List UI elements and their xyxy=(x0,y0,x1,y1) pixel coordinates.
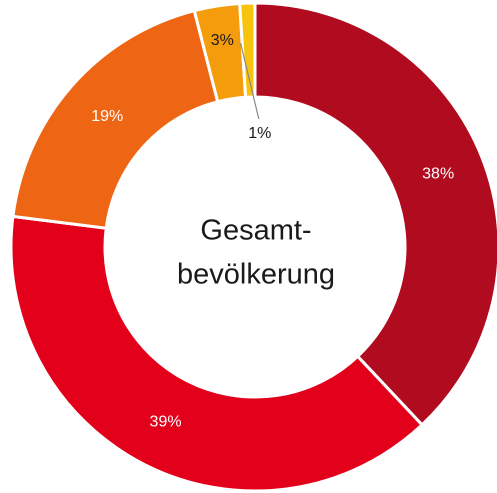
donut-slice xyxy=(11,8,220,230)
donut-slice xyxy=(253,1,497,427)
donut-slice xyxy=(238,1,257,99)
value-label: 3% xyxy=(211,32,234,49)
value-label: 39% xyxy=(150,414,182,431)
center-label: bevölkerung xyxy=(177,259,335,291)
center-label: Gesamt- xyxy=(200,215,311,247)
value-label: 19% xyxy=(91,108,123,125)
value-label: 38% xyxy=(422,166,454,183)
leader-line xyxy=(240,42,260,120)
value-label: 1% xyxy=(248,125,271,142)
donut-slice xyxy=(9,214,425,493)
